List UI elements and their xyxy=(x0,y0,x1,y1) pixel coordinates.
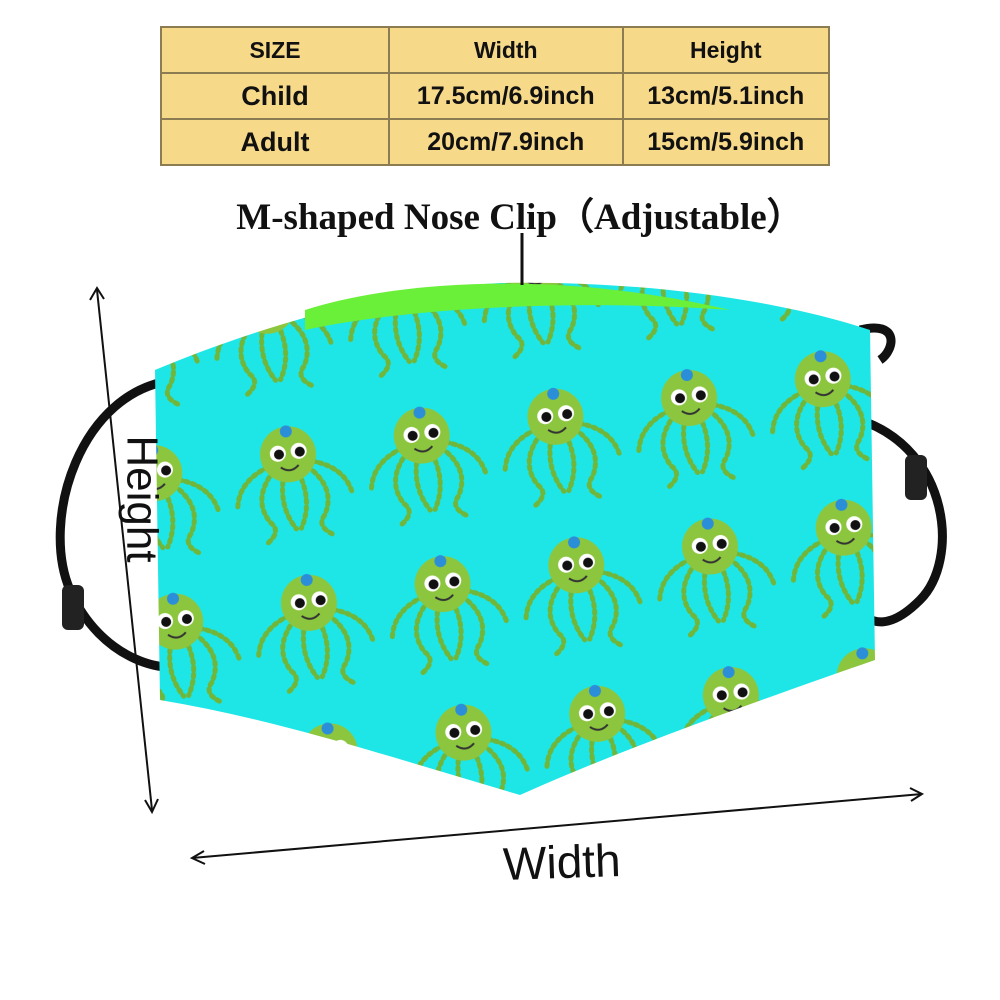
table-cell: 15cm/5.9inch xyxy=(621,118,831,166)
table-row: Child 17.5cm/6.9inch 13cm/5.1inch xyxy=(160,72,831,120)
table-header: SIZE Width Height xyxy=(160,26,831,74)
loop-stopper xyxy=(62,585,84,630)
table-row: Adult 20cm/7.9inch 15cm/5.9inch xyxy=(160,118,831,166)
ear-loop xyxy=(856,323,947,627)
height-label: Height xyxy=(117,435,167,563)
arrow-head xyxy=(189,787,925,865)
width-arrow xyxy=(191,793,923,859)
table-cell: 13cm/5.1inch xyxy=(621,72,831,120)
table-cell: 17.5cm/6.9inch xyxy=(388,72,624,120)
header-cell: Height xyxy=(621,26,831,74)
height-arrow xyxy=(96,289,153,811)
table-cell: 20cm/7.9inch xyxy=(388,118,624,166)
mask-body xyxy=(155,282,875,795)
width-label: Width xyxy=(502,833,622,891)
header-cell: SIZE xyxy=(160,26,390,74)
nose-clip-label: M-shaped Nose Clip（Adjustable） xyxy=(236,197,804,238)
header-cell: Width xyxy=(388,26,624,74)
arrow-head xyxy=(89,286,159,815)
size-table: SIZE Width Height Child 17.5cm/6.9inch 1… xyxy=(160,26,831,166)
table-cell: Child xyxy=(160,72,390,120)
ear-loop xyxy=(55,375,203,672)
nose-clip xyxy=(305,283,730,330)
loop-stopper xyxy=(905,455,927,500)
table-cell: Adult xyxy=(160,118,390,166)
